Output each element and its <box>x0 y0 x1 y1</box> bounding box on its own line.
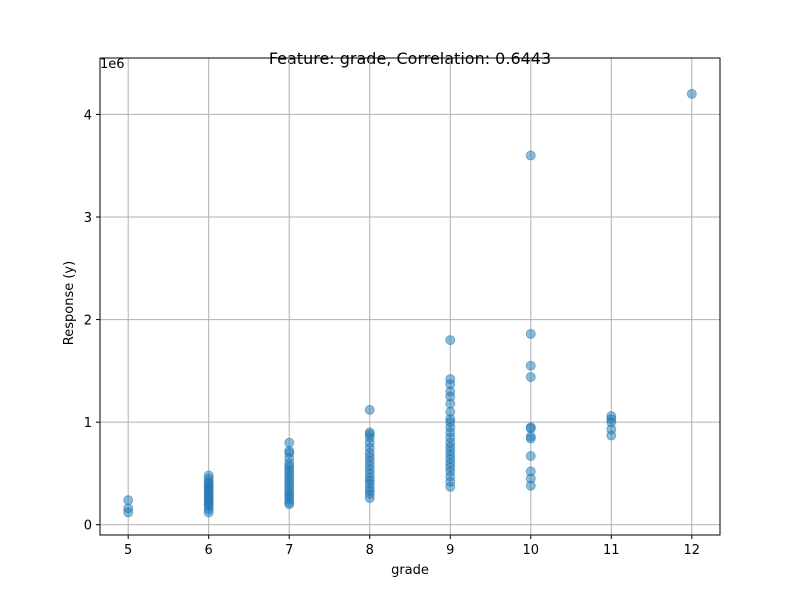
point <box>284 437 295 448</box>
point <box>525 466 536 477</box>
x-tick-label: 11 <box>603 543 620 558</box>
point <box>445 374 456 385</box>
y-tick-label: 0 <box>84 519 92 534</box>
point <box>364 404 375 415</box>
point <box>364 427 375 438</box>
point <box>445 406 456 417</box>
x-tick-label: 5 <box>124 543 132 558</box>
x-tick-label: 8 <box>366 543 374 558</box>
point <box>525 431 536 442</box>
y-tick-label: 3 <box>84 211 92 226</box>
point <box>123 495 134 506</box>
y-offset-label: 1e6 <box>100 57 125 72</box>
point <box>525 328 536 339</box>
point <box>686 88 697 99</box>
x-tick-label: 6 <box>205 543 213 558</box>
point <box>445 335 456 346</box>
point <box>525 451 536 462</box>
x-axis-label: grade <box>391 563 429 578</box>
point <box>525 372 536 383</box>
x-tick-label: 10 <box>523 543 540 558</box>
point <box>525 360 536 371</box>
point <box>284 445 295 456</box>
y-tick-label: 2 <box>84 314 92 329</box>
x-tick-label: 9 <box>446 543 454 558</box>
x-tick-label: 7 <box>285 543 293 558</box>
point <box>203 470 214 481</box>
y-tick-label: 4 <box>84 108 92 123</box>
plot-frame <box>99 57 721 536</box>
point <box>123 507 134 518</box>
point <box>606 411 617 422</box>
point <box>525 150 536 161</box>
point <box>525 422 536 433</box>
y-tick-label: 1 <box>84 416 92 431</box>
y-axis-label: Response (y) <box>62 261 77 345</box>
x-tick-label: 12 <box>684 543 701 558</box>
